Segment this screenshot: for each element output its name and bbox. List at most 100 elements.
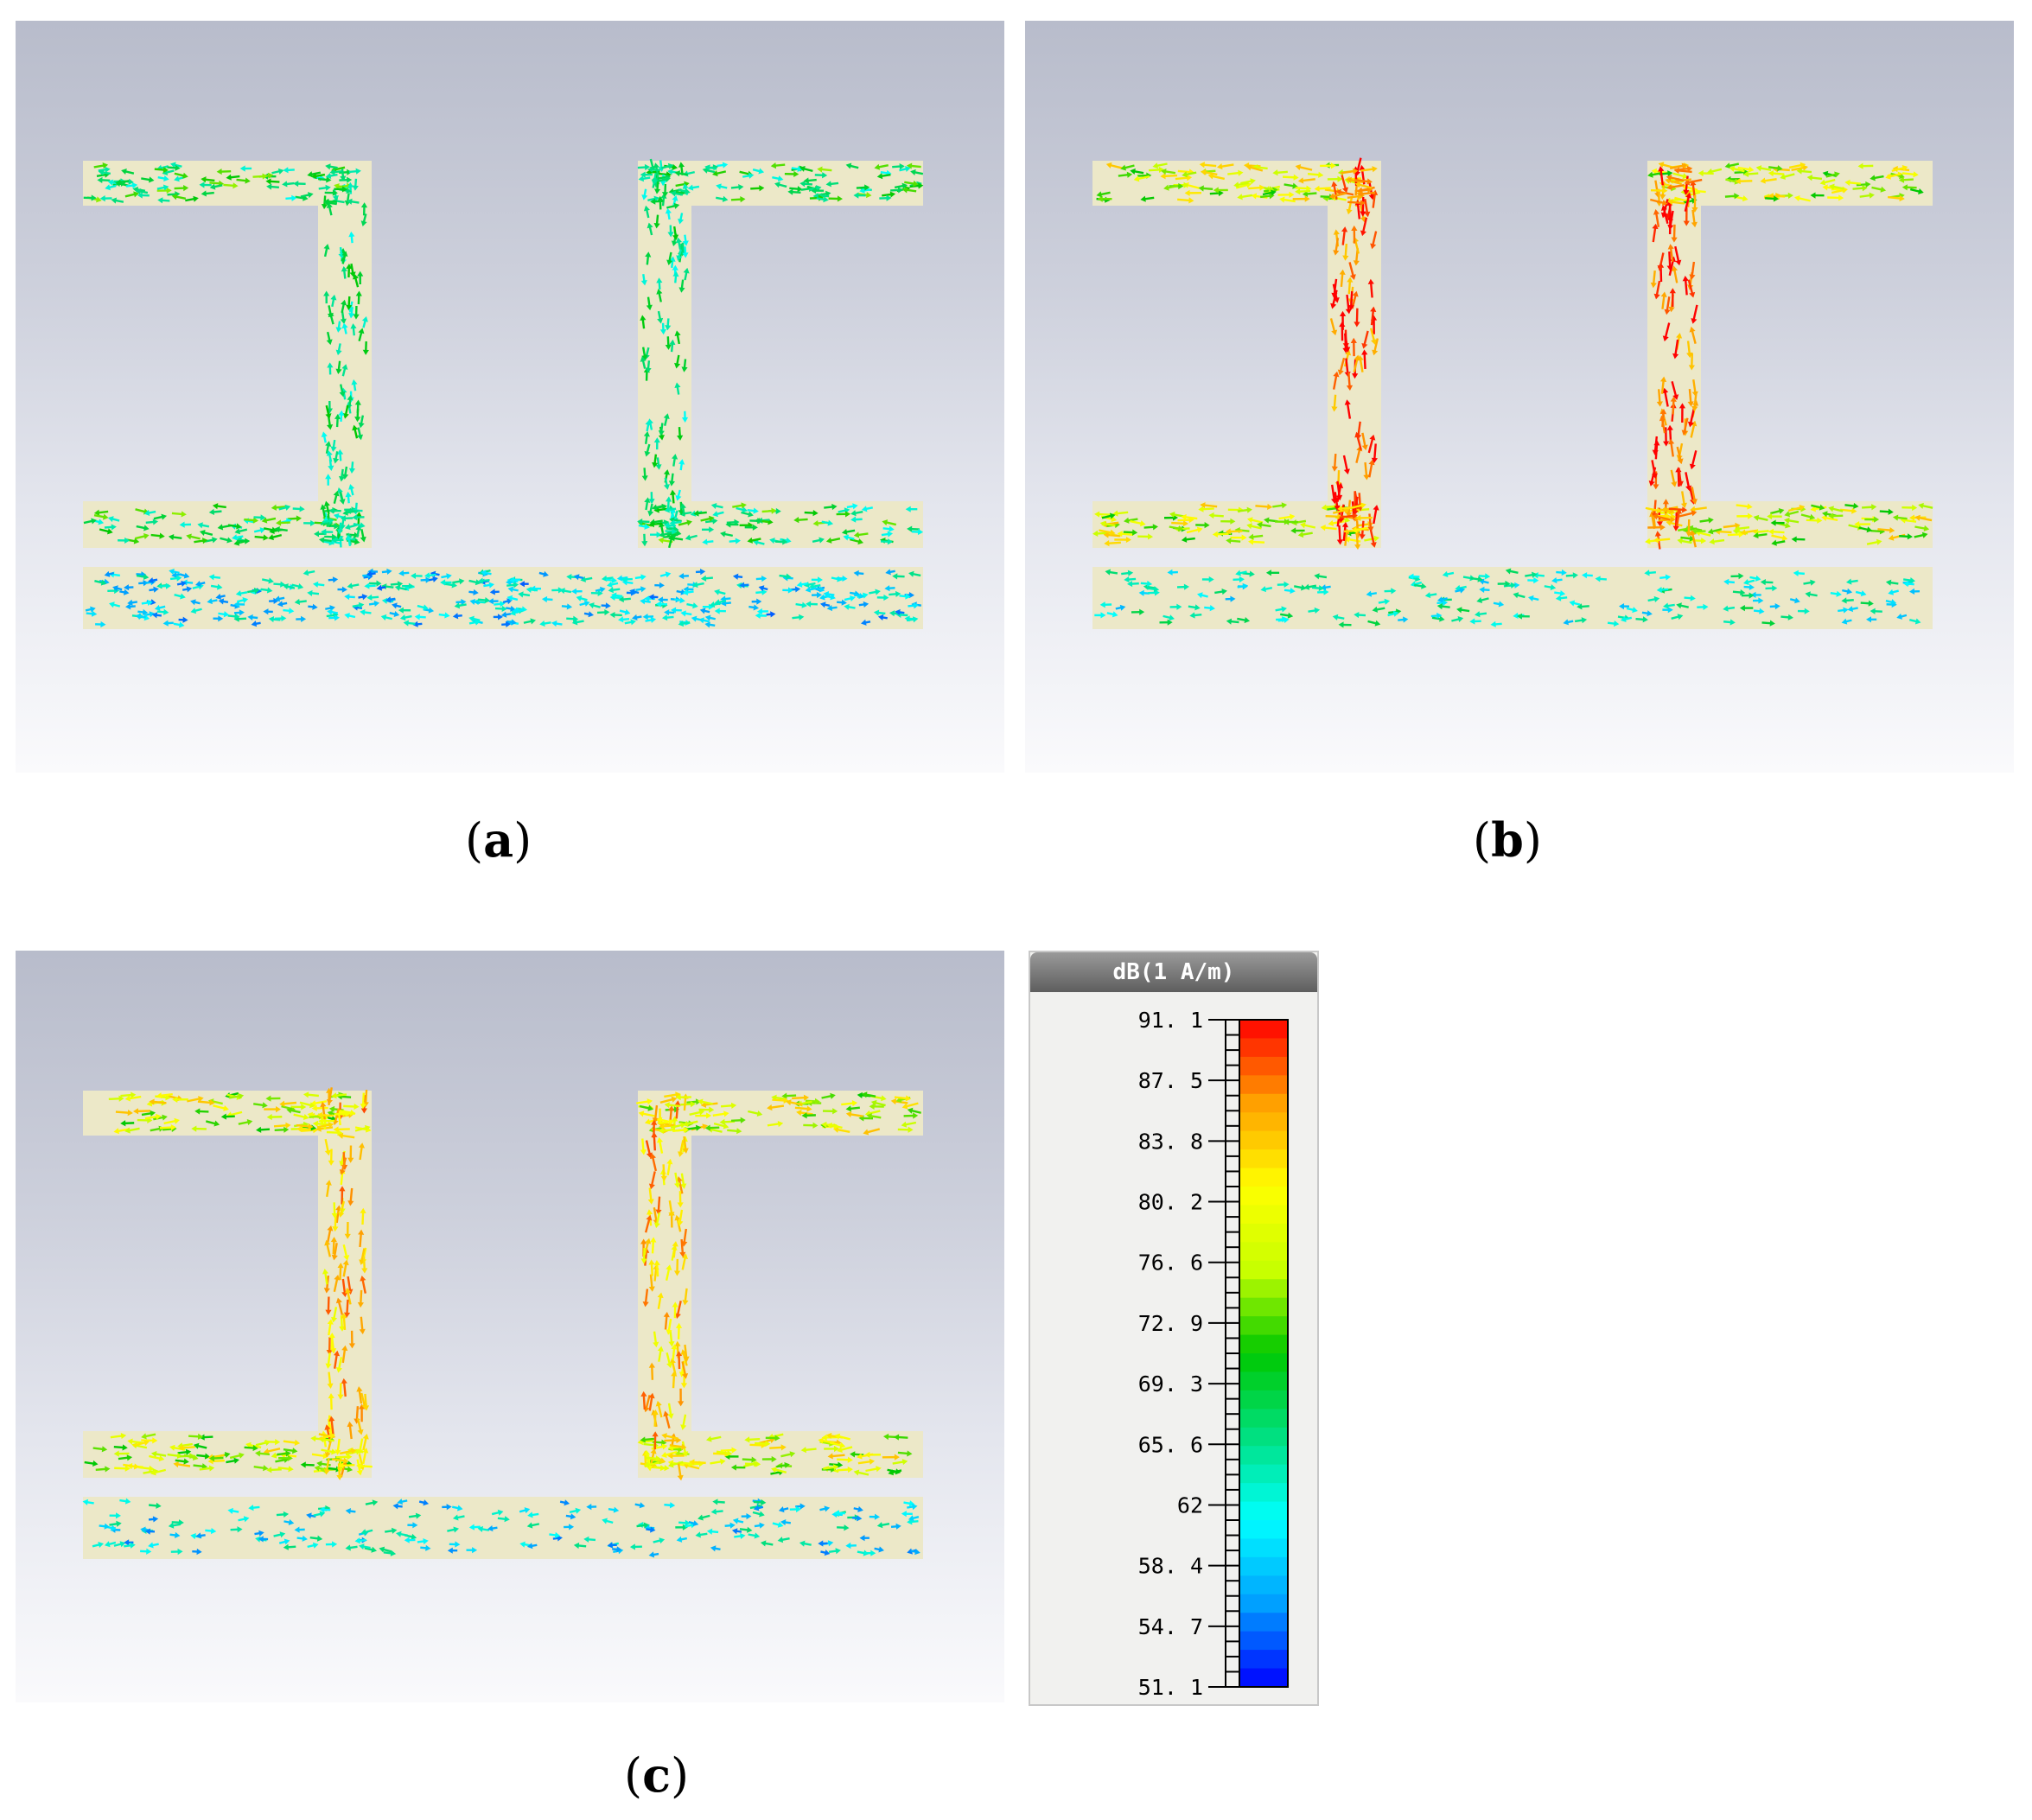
current-arrow — [885, 569, 895, 576]
current-arrow — [787, 188, 801, 195]
current-arrow — [601, 602, 611, 609]
current-arrow — [1671, 265, 1678, 283]
current-arrow — [845, 1110, 863, 1118]
current-arrow — [1237, 506, 1252, 513]
current-arrow — [732, 502, 747, 509]
current-arrow — [354, 408, 361, 423]
current-arrow — [455, 599, 467, 606]
current-arrow — [323, 198, 337, 205]
current-arrow — [647, 222, 653, 236]
current-arrow — [665, 207, 672, 220]
current-arrow — [119, 1498, 131, 1505]
current-arrow — [300, 192, 314, 199]
current-arrow — [468, 615, 481, 622]
current-arrow — [681, 1361, 689, 1379]
current-arrow — [326, 1130, 343, 1136]
current-arrow — [1149, 166, 1164, 174]
current-arrow — [761, 1455, 777, 1463]
current-arrow — [1099, 601, 1112, 608]
current-arrow — [586, 1503, 597, 1511]
current-arrow — [447, 1547, 458, 1554]
current-arrow — [151, 612, 162, 619]
current-arrow — [1278, 513, 1296, 520]
current-arrow — [734, 1532, 746, 1539]
current-arrow — [1237, 617, 1251, 624]
current-arrow — [685, 534, 698, 541]
current-arrow — [223, 182, 239, 189]
current-arrow — [282, 181, 295, 188]
current-arrow — [619, 608, 631, 615]
current-arrow — [347, 181, 354, 194]
current-arrow — [666, 1318, 672, 1335]
current-arrow — [352, 601, 365, 608]
current-arrow — [268, 533, 283, 541]
current-arrow — [618, 616, 630, 623]
current-arrow — [1659, 574, 1672, 581]
current-arrow — [812, 537, 825, 544]
current-arrow — [351, 379, 358, 391]
current-arrow — [624, 619, 636, 626]
current-arrow — [675, 489, 682, 501]
current-arrow — [674, 1300, 682, 1319]
current-arrow — [227, 613, 240, 620]
current-arrow — [104, 1541, 117, 1548]
current-arrow — [253, 1465, 269, 1472]
current-arrow — [1678, 403, 1686, 423]
current-arrow — [263, 526, 277, 533]
current-arrow — [677, 1140, 685, 1157]
current-arrow — [350, 323, 357, 336]
current-arrow — [325, 404, 332, 419]
current-arrow — [698, 1514, 710, 1521]
current-arrow — [907, 1504, 918, 1511]
current-arrow — [150, 1468, 167, 1476]
current-arrow — [1169, 603, 1182, 610]
current-arrow — [743, 1460, 759, 1468]
current-arrow — [452, 578, 465, 585]
current-arrow — [1660, 199, 1669, 219]
current-arrow — [1130, 168, 1144, 175]
current-arrow — [679, 503, 686, 516]
current-arrow — [174, 185, 189, 192]
current-arrow — [1885, 172, 1902, 180]
current-arrow — [1666, 251, 1673, 271]
current-arrow — [1750, 591, 1761, 598]
current-arrow — [1667, 199, 1685, 206]
current-arrow — [341, 299, 347, 314]
current-arrow — [348, 231, 355, 244]
current-arrow — [1163, 184, 1179, 191]
current-arrow — [136, 573, 150, 580]
current-arrow — [283, 167, 295, 174]
current-arrow — [1901, 184, 1917, 191]
current-arrow — [1272, 502, 1288, 509]
current-arrow — [1490, 620, 1502, 627]
current-arrow — [828, 195, 843, 202]
current-arrow — [1361, 349, 1368, 370]
current-arrow — [650, 198, 664, 205]
current-arrow — [904, 180, 919, 188]
current-arrow — [903, 1500, 915, 1507]
current-arrow — [104, 524, 117, 531]
current-arrow — [274, 614, 287, 622]
current-arrow — [271, 504, 286, 511]
current-arrow — [712, 1110, 729, 1117]
current-arrow — [361, 1256, 368, 1274]
current-arrow — [1275, 606, 1287, 613]
current-arrow — [710, 1508, 723, 1515]
current-arrow — [506, 579, 517, 586]
current-arrow — [323, 1457, 330, 1475]
current-arrow — [1914, 525, 1930, 531]
current-arrow — [1361, 432, 1368, 451]
current-arrow — [782, 587, 793, 594]
current-arrow — [901, 1121, 917, 1128]
current-arrow — [730, 1117, 746, 1123]
current-arrow — [881, 531, 894, 538]
current-arrow — [1355, 514, 1373, 521]
current-arrow — [358, 1142, 366, 1161]
current-arrow — [1684, 192, 1692, 212]
current-arrow — [205, 1527, 217, 1535]
current-arrow — [1242, 570, 1255, 577]
legend-tick-label: 65. 6 — [1138, 1432, 1203, 1457]
legend-tick-label: 54. 7 — [1138, 1614, 1203, 1639]
current-arrow — [806, 601, 818, 608]
current-arrow — [710, 1545, 721, 1552]
